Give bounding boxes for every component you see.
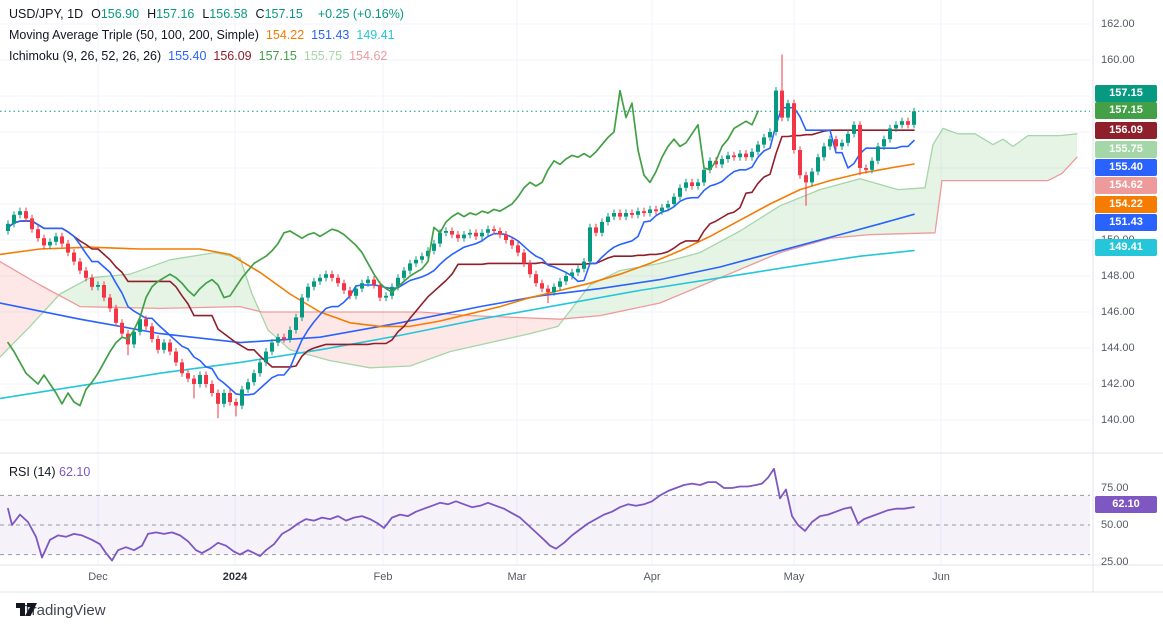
rsi-axis-label: 75.00 — [1101, 482, 1129, 494]
time-axis-label: May — [783, 571, 805, 583]
rsi-value: 62.10 — [59, 465, 91, 479]
axis-badge-ichimoku-senkou-a: 155.75 — [1095, 140, 1157, 158]
indicator-value: 154.22 — [265, 28, 305, 42]
time-axis-label: Jun — [932, 571, 950, 583]
price-axis-label: 140.00 — [1101, 414, 1135, 426]
ichimoku-values: 155.40 156.09 157.15 155.75 154.62 — [161, 49, 387, 63]
indicator-value: 149.41 — [356, 28, 395, 42]
axis-badge-ichimoku-tenkan: 155.40 — [1095, 158, 1157, 176]
price-axis-label: 144.00 — [1101, 342, 1135, 354]
ma-values: 154.22 151.43 149.41 — [259, 28, 395, 42]
price-axis-label: 160.00 — [1101, 54, 1135, 66]
ichimoku-legend-row[interactable]: Ichimoku (9, 26, 52, 26, 26) 155.40 156.09… — [9, 46, 404, 67]
price-axis-label: 142.00 — [1101, 378, 1135, 390]
price-axis-label: 148.00 — [1101, 270, 1135, 282]
tradingview-logo-text: TradingView — [23, 602, 106, 619]
indicator-value: 155.75 — [303, 49, 343, 63]
time-axis-label: Mar — [507, 571, 527, 583]
legend: USD/JPY, 1D O156.90 H157.16 L156.58 C157.15 +… — [9, 4, 404, 67]
indicator-value: 157.15 — [258, 49, 297, 63]
symbol-legend-row[interactable]: USD/JPY, 1D O156.90 H157.16 L156.58 C157.15 +… — [9, 4, 404, 25]
symbol-title: USD/JPY, 1D — [9, 7, 84, 21]
tradingview-logo-icon — [16, 603, 37, 616]
axis-badge-ichimoku-kijun: 156.09 — [1095, 121, 1157, 139]
ichimoku-indicator-label: Ichimoku (9, 26, 52, 26, 26) — [9, 49, 162, 63]
axis-badge-ichimoku-senkou-b: 154.62 — [1095, 176, 1157, 194]
axis-badge-last-price: 157.15 — [1095, 84, 1157, 102]
time-axis-label: 2024 — [222, 571, 248, 583]
axis-badge-ma100: 151.43 — [1095, 213, 1157, 231]
tradingview-logo[interactable]: TradingView — [16, 602, 106, 619]
rsi-axis-label: 50.00 — [1101, 519, 1129, 531]
time-axis-label: Dec — [88, 571, 108, 583]
indicator-value: 156.09 — [213, 49, 252, 63]
rsi-axis-label: 25.00 — [1101, 556, 1129, 568]
price-axis-label: 162.00 — [1101, 18, 1135, 30]
time-axis-label: Feb — [373, 571, 393, 583]
time-axis-label: Apr — [643, 571, 661, 583]
axis-badge-ichimoku-chikou: 157.15 — [1095, 101, 1157, 119]
rsi-legend-row[interactable]: RSI (14) 62.10 — [9, 465, 90, 479]
axis-badge-ma200: 149.41 — [1095, 238, 1157, 256]
ma-indicator-label: Moving Average Triple (50, 100, 200, Sim… — [9, 28, 259, 42]
axis-badge-rsi: 62.10 — [1095, 495, 1157, 513]
price-change: +0.25 (+0.16%) — [317, 7, 404, 21]
indicator-value: 151.43 — [311, 28, 350, 42]
indicator-value: 155.40 — [168, 49, 207, 63]
rsi-indicator-label: RSI (14) — [9, 465, 56, 479]
ma-legend-row[interactable]: Moving Average Triple (50, 100, 200, Sim… — [9, 25, 404, 46]
indicator-value: 154.62 — [349, 49, 388, 63]
axis-badge-ma50: 154.22 — [1095, 195, 1157, 213]
price-axis-label: 146.00 — [1101, 306, 1135, 318]
ohlc-values: O156.90 H157.16 L156.58 C157.15 — [91, 7, 303, 21]
